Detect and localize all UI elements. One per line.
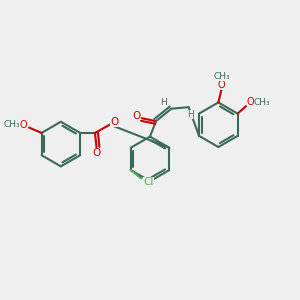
Text: CH₃: CH₃ [254, 98, 270, 107]
Text: O: O [247, 97, 255, 107]
Text: O: O [19, 120, 27, 130]
Text: O: O [110, 117, 118, 127]
Text: H: H [160, 98, 167, 106]
Text: O: O [218, 80, 225, 90]
Text: H: H [187, 110, 194, 118]
Text: O: O [132, 111, 140, 122]
Text: CH₃: CH₃ [4, 120, 20, 129]
Text: CH₃: CH₃ [213, 72, 230, 81]
Text: O: O [92, 148, 101, 158]
Text: Cl: Cl [143, 177, 154, 187]
